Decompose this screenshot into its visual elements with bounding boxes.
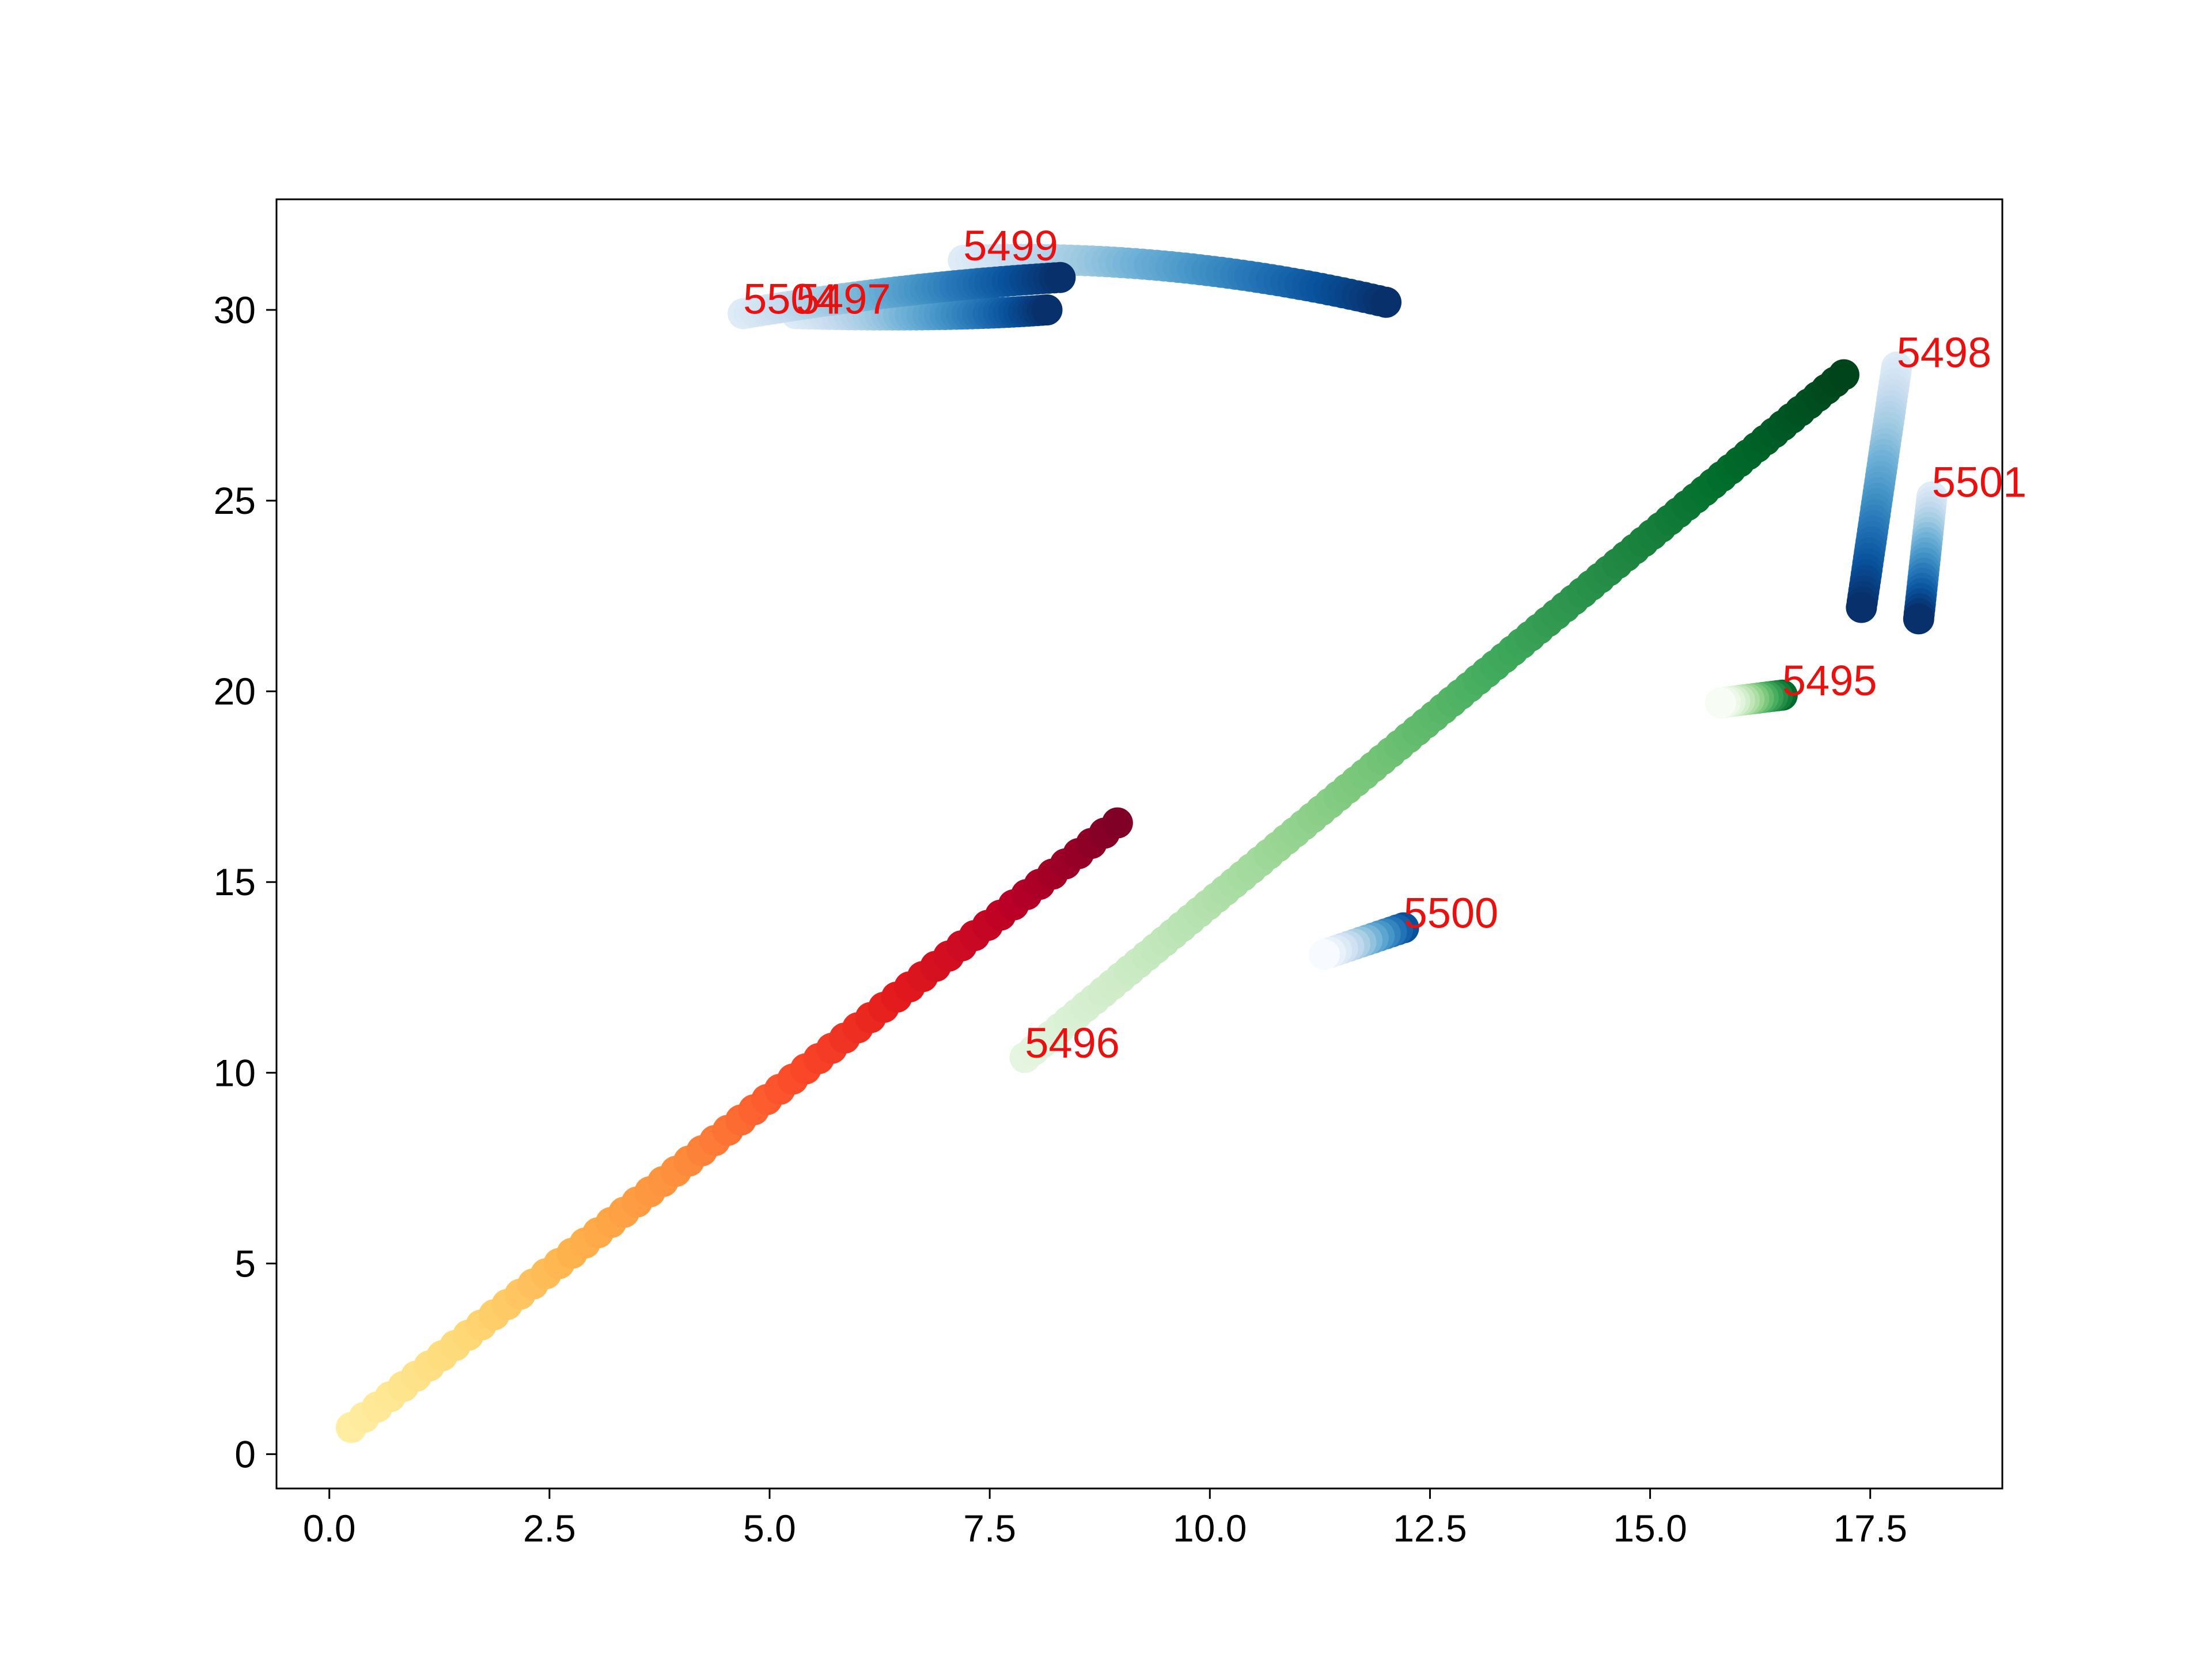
annotation-label: 5497 xyxy=(796,275,891,323)
annotation-label: 5501 xyxy=(1932,459,2027,506)
data-point xyxy=(1044,262,1076,293)
series-5504 xyxy=(728,262,1076,329)
series-trend-0 xyxy=(335,807,1133,1444)
data-point xyxy=(1101,807,1133,839)
x-tick-label: 17.5 xyxy=(1833,1507,1907,1550)
data-point xyxy=(1031,294,1063,325)
x-tick-label: 10.0 xyxy=(1173,1507,1247,1550)
annotation-label: 5504 xyxy=(743,275,838,323)
series-5501 xyxy=(1903,481,1948,635)
annotation-label: 5495 xyxy=(1782,657,1877,704)
y-tick-label: 20 xyxy=(214,670,256,713)
series-5500 xyxy=(1309,912,1419,970)
annotation-label: 5498 xyxy=(1897,328,1992,376)
x-tick-label: 12.5 xyxy=(1393,1507,1467,1550)
series-5499 xyxy=(948,244,1402,318)
data-points xyxy=(335,244,1948,1444)
annotation-label: 5496 xyxy=(1025,1019,1120,1067)
series-5495 xyxy=(1705,679,1798,718)
y-tick-label: 10 xyxy=(214,1051,256,1094)
data-point xyxy=(1846,592,1877,623)
plot-frame xyxy=(275,198,2003,1490)
x-tick-label: 7.5 xyxy=(963,1507,1016,1550)
x-tick-label: 15.0 xyxy=(1613,1507,1687,1550)
x-tick-label: 2.5 xyxy=(523,1507,576,1550)
series-5498 xyxy=(1846,351,1912,623)
y-tick-label: 30 xyxy=(214,289,256,331)
x-tick-label: 0.0 xyxy=(303,1507,356,1550)
x-tick-label: 5.0 xyxy=(743,1507,796,1550)
point-annotations: 5495 5496 5497 5498 5499 5500 5501 5504 xyxy=(743,222,2027,1067)
y-tick-label: 5 xyxy=(234,1242,256,1285)
y-tick-label: 15 xyxy=(214,861,256,903)
y-axis: 0 5 10 15 20 25 30 xyxy=(214,289,276,1475)
data-point xyxy=(1828,359,1859,391)
x-axis: 0.0 2.5 5.0 7.5 10.0 12.5 15.0 17.5 xyxy=(303,1488,1907,1550)
series-5496 xyxy=(1009,359,1859,1073)
data-point xyxy=(1903,603,1934,635)
annotation-label: 5499 xyxy=(963,222,1058,270)
y-tick-label: 0 xyxy=(234,1433,256,1475)
data-point xyxy=(1705,687,1736,718)
data-point xyxy=(1370,286,1402,318)
y-tick-label: 25 xyxy=(214,479,256,522)
annotation-label: 5500 xyxy=(1404,889,1499,937)
data-point xyxy=(1309,939,1340,970)
